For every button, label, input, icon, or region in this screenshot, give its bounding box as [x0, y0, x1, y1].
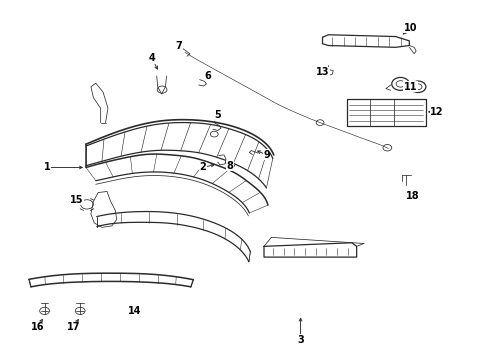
- Text: 18: 18: [405, 191, 419, 201]
- Text: 4: 4: [148, 53, 155, 63]
- Text: 9: 9: [263, 150, 269, 160]
- Text: 16: 16: [30, 322, 44, 332]
- Text: 12: 12: [429, 107, 443, 117]
- Text: 13: 13: [315, 67, 328, 77]
- Text: 17: 17: [67, 322, 81, 332]
- Text: 7: 7: [175, 41, 182, 50]
- Text: 8: 8: [226, 161, 233, 171]
- Text: 6: 6: [204, 71, 211, 81]
- Text: 3: 3: [297, 334, 304, 345]
- Text: 2: 2: [199, 162, 206, 172]
- Text: 10: 10: [403, 23, 416, 33]
- Text: 11: 11: [403, 82, 416, 92]
- Text: 15: 15: [69, 195, 83, 205]
- Text: 1: 1: [43, 162, 50, 172]
- Text: 14: 14: [128, 306, 141, 316]
- Text: 5: 5: [214, 111, 221, 121]
